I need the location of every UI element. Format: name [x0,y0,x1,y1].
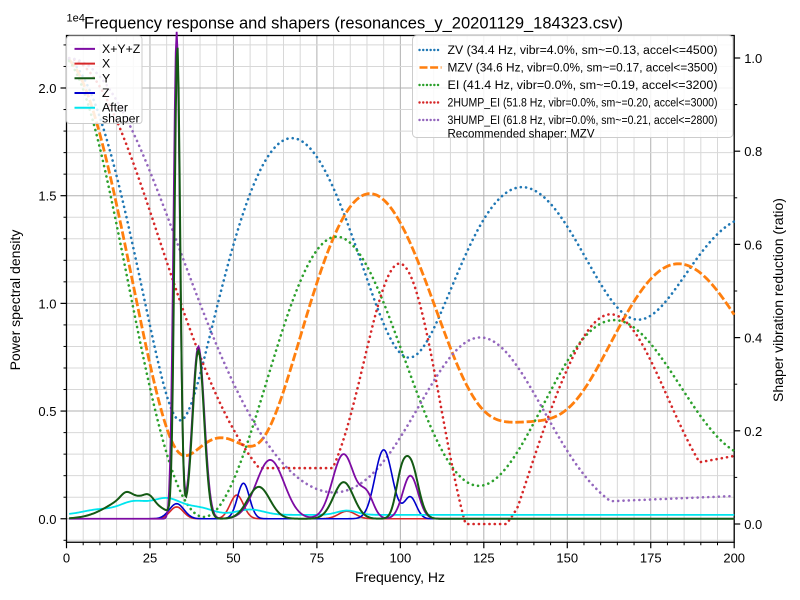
svg-text:100: 100 [389,550,411,565]
svg-text:MZV (34.6 Hz, vibr=0.0%, sm~=0: MZV (34.6 Hz, vibr=0.0%, sm~=0.17, accel… [448,63,718,75]
svg-text:Frequency response and shapers: Frequency response and shapers (resonanc… [84,15,623,33]
svg-text:Z: Z [102,86,110,100]
svg-text:Frequency, Hz: Frequency, Hz [355,569,445,585]
svg-text:125: 125 [473,550,495,565]
svg-text:1.5: 1.5 [38,189,56,204]
svg-text:1.0: 1.0 [744,51,762,66]
svg-text:1e4: 1e4 [67,13,85,25]
svg-text:3HUMP_EI (61.8 Hz, vibr=0.0%,: 3HUMP_EI (61.8 Hz, vibr=0.0%, sm~=0.21, … [448,115,718,127]
svg-text:1.0: 1.0 [38,296,56,311]
svg-text:175: 175 [640,550,662,565]
svg-text:0: 0 [63,550,70,565]
svg-text:EI (41.4 Hz, vibr=0.0%, sm~=0.: EI (41.4 Hz, vibr=0.0%, sm~=0.19, accel<… [448,80,718,92]
svg-text:X: X [102,57,110,71]
svg-text:0.6: 0.6 [744,237,762,252]
svg-text:shaper: shaper [102,111,140,125]
svg-text:75: 75 [310,550,324,565]
svg-text:150: 150 [556,550,578,565]
svg-text:Recommended shaper: MZV: Recommended shaper: MZV [448,129,595,141]
svg-text:200: 200 [723,550,745,565]
svg-text:Power spectral density: Power spectral density [7,230,23,371]
svg-text:Y: Y [102,71,110,85]
svg-text:2HUMP_EI (51.8 Hz, vibr=0.0%,: 2HUMP_EI (51.8 Hz, vibr=0.0%, sm~=0.20, … [448,98,718,110]
svg-text:X+Y+Z: X+Y+Z [102,42,141,56]
svg-text:Shaper vibration reduction (ra: Shaper vibration reduction (ratio) [770,198,786,402]
svg-text:25: 25 [143,550,157,565]
svg-text:50: 50 [226,550,240,565]
svg-text:0.5: 0.5 [38,404,56,419]
svg-text:0.2: 0.2 [744,424,762,439]
svg-text:2.0: 2.0 [38,81,56,96]
svg-text:ZV (34.4 Hz, vibr=4.0%, sm~=0.: ZV (34.4 Hz, vibr=4.0%, sm~=0.13, accel<… [448,45,718,57]
svg-text:0.0: 0.0 [744,517,762,532]
svg-text:0.8: 0.8 [744,144,762,159]
svg-text:0.4: 0.4 [744,331,762,346]
svg-text:0.0: 0.0 [38,512,56,527]
